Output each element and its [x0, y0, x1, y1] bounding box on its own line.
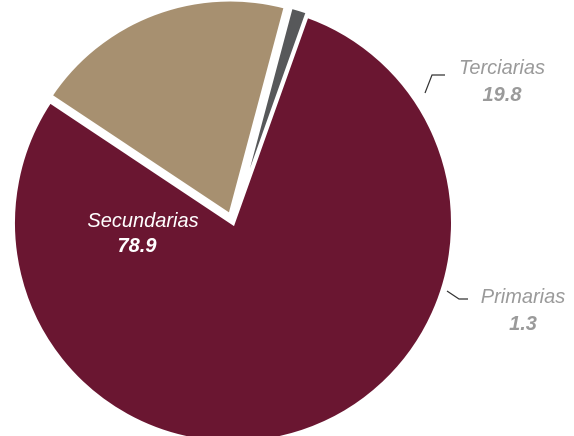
leader-line-primarias	[446, 290, 468, 300]
slice-terciarias	[47, 0, 289, 219]
slice-value-terciarias: 19.8	[483, 84, 523, 106]
slice-value-primarias: 1.3	[509, 313, 537, 335]
slice-value-secundarias: 78.9	[118, 235, 158, 257]
leader-line-terciarias	[424, 74, 445, 94]
slice-label-terciarias: Terciarias	[459, 57, 545, 79]
pie-slices	[11, 0, 455, 436]
slice-label-secundarias: Secundarias	[87, 210, 198, 232]
slice-secundarias	[11, 13, 455, 436]
slice-primarias	[233, 4, 311, 217]
slice-label-primarias: Primarias	[481, 286, 565, 308]
